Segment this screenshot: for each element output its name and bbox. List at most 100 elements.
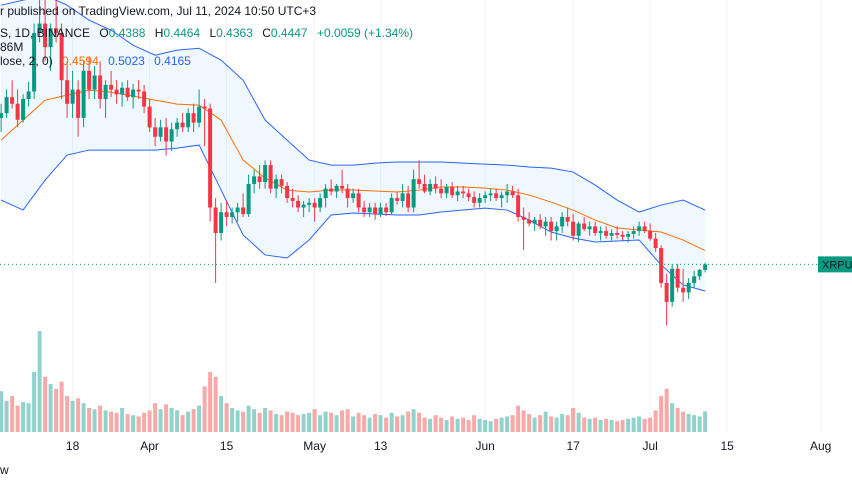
candle-body xyxy=(120,87,125,95)
candle-body xyxy=(593,226,598,233)
volume-bar xyxy=(609,420,614,432)
corner-text: w xyxy=(0,463,9,477)
volume-bar xyxy=(180,415,185,432)
volume-bar xyxy=(703,411,708,432)
candle-body xyxy=(554,226,559,232)
candle-body xyxy=(191,113,196,123)
volume-bar xyxy=(653,410,658,432)
volume-bar xyxy=(582,417,587,432)
candle-body xyxy=(235,207,240,213)
band-fill xyxy=(1,0,706,291)
volume-bar xyxy=(279,415,284,432)
volume-bar xyxy=(136,416,141,432)
volume-bar xyxy=(235,410,240,432)
candle-body xyxy=(230,212,235,217)
candle-body xyxy=(59,33,64,81)
volume-bar xyxy=(576,412,581,432)
volume-bar xyxy=(389,412,394,432)
candle-body xyxy=(268,165,273,189)
bb-lower-line xyxy=(0,144,706,292)
candle-body xyxy=(208,108,213,208)
candle-body xyxy=(499,195,504,199)
volume-bar xyxy=(37,331,42,432)
volume-bar xyxy=(169,408,174,432)
candle-body xyxy=(697,269,702,277)
volume-bar xyxy=(59,381,64,432)
candle-body xyxy=(417,179,422,184)
candle-body xyxy=(422,183,427,192)
volume-bar xyxy=(422,417,427,432)
candle-body xyxy=(219,212,224,233)
volume-bar xyxy=(131,415,136,432)
candle-body xyxy=(21,99,26,120)
volume-bar xyxy=(444,420,449,432)
volume-bar xyxy=(642,418,647,432)
candle-body xyxy=(224,212,229,217)
candle-body xyxy=(378,207,383,215)
volume-bar xyxy=(670,403,675,432)
candle-body xyxy=(312,202,317,208)
candle-body xyxy=(43,23,48,48)
candle-body xyxy=(153,127,158,137)
ohlc-letter: H xyxy=(155,26,164,40)
candle-body xyxy=(54,28,59,34)
x-tick-label: May xyxy=(303,439,326,453)
low-value: 0.4363 xyxy=(216,26,253,40)
candle-body xyxy=(4,97,9,114)
candle-body xyxy=(626,233,631,237)
candle-body xyxy=(516,195,521,217)
candle-body xyxy=(32,33,37,92)
candle-body xyxy=(703,264,708,270)
volume-bar xyxy=(290,412,295,432)
candle-body xyxy=(92,75,97,90)
candle-body xyxy=(411,179,416,208)
candle-body xyxy=(125,87,130,98)
candle-body xyxy=(103,84,108,100)
x-tick-label: 15 xyxy=(220,439,234,453)
volume-bar xyxy=(488,421,493,432)
volume-bar xyxy=(417,412,422,432)
volume-bar xyxy=(81,403,86,432)
change-value: +0.0059 (+1.34%) xyxy=(317,26,413,40)
candle-body xyxy=(675,268,680,288)
volume-bar xyxy=(257,412,262,432)
candle-body xyxy=(686,282,691,293)
volume-bar xyxy=(384,417,389,432)
volume-bar xyxy=(301,414,306,432)
candle-body xyxy=(169,129,174,142)
candle-body xyxy=(213,207,218,233)
volume-bar xyxy=(510,415,515,432)
candle-body xyxy=(659,248,664,283)
high-value: 0.4464 xyxy=(163,26,200,40)
candle-body xyxy=(543,221,548,227)
volume-bar xyxy=(219,396,224,432)
candle-body xyxy=(609,232,614,236)
candle-body xyxy=(466,193,471,198)
candle-body xyxy=(98,75,103,100)
volume-bar xyxy=(400,415,405,432)
candle-body xyxy=(263,165,268,183)
candle-body xyxy=(406,193,411,208)
volume-bar xyxy=(208,372,213,432)
volume-bar xyxy=(43,376,48,432)
volume-bar xyxy=(681,411,686,432)
candle-body xyxy=(252,176,257,184)
candle-body xyxy=(175,122,180,130)
candle-body xyxy=(444,186,449,194)
candle-body xyxy=(279,179,284,186)
volume-bar xyxy=(197,405,202,432)
publisher-text: r published on TradingView.com, Jul 11, … xyxy=(0,4,316,18)
volume-bar xyxy=(230,408,235,432)
volume-bar xyxy=(26,403,31,432)
price-tag-bg xyxy=(818,256,852,273)
candle-body xyxy=(615,232,620,235)
volume-bar xyxy=(543,411,548,432)
bb-upper-value: 0.5023 xyxy=(108,54,145,68)
volume-bar xyxy=(224,403,229,432)
volume-bar xyxy=(0,391,4,432)
volume-bar xyxy=(340,410,345,432)
volume-bar xyxy=(252,409,257,432)
candle-body xyxy=(505,191,510,196)
